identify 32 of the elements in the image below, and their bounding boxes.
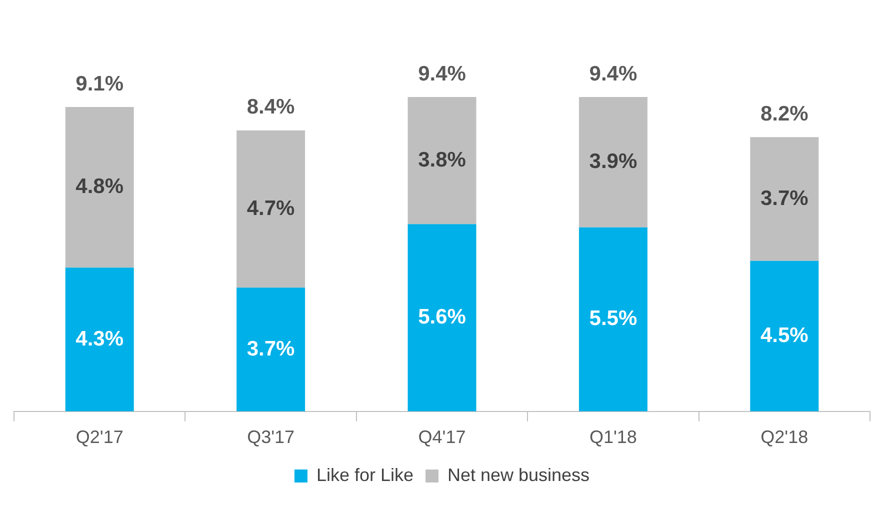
bar xyxy=(750,137,819,261)
data-label: 4.8% xyxy=(76,175,124,198)
x-tick-label: Q4'17 xyxy=(418,427,466,448)
data-label: 3.9% xyxy=(589,150,638,173)
total-label: 8.4% xyxy=(246,96,296,119)
data-label: 5.6% xyxy=(418,306,466,329)
data-label: 4.7% xyxy=(246,196,296,220)
bar xyxy=(236,130,306,288)
data-label: 3.7% xyxy=(246,337,296,360)
legend-label: Net new business xyxy=(447,464,590,485)
data-label: 3.7% xyxy=(760,186,809,210)
x-tick-label: Q1'18 xyxy=(589,427,637,448)
total-label: 9.4% xyxy=(589,62,638,86)
total-label: 9.1% xyxy=(76,72,124,96)
data-label: 5.5% xyxy=(589,307,638,330)
total-label: 9.4% xyxy=(418,62,466,86)
bar xyxy=(408,96,476,224)
bar xyxy=(408,224,476,412)
data-label: 4.3% xyxy=(76,327,124,350)
x-tick-label: Q3'17 xyxy=(247,427,295,448)
x-tick-label: Q2'18 xyxy=(760,427,808,448)
data-label: 4.5% xyxy=(760,324,809,347)
bar xyxy=(236,288,306,412)
x-tick-label: Q2'17 xyxy=(76,427,124,448)
legend-label: Like for Like xyxy=(316,464,414,485)
bar xyxy=(578,227,648,412)
bar xyxy=(65,268,134,412)
data-label: 3.8% xyxy=(418,148,466,172)
bar xyxy=(578,96,648,228)
bar xyxy=(65,107,134,268)
total-label: 8.2% xyxy=(760,102,809,126)
bar xyxy=(750,260,819,412)
